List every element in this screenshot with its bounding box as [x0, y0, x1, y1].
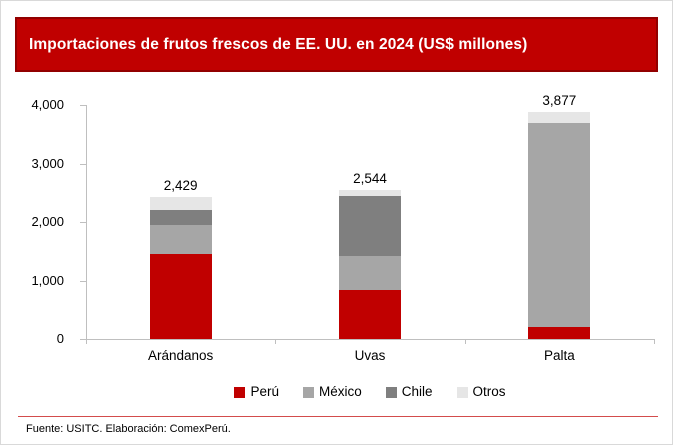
bar-segment-peru [149, 254, 212, 339]
y-axis-tick [80, 339, 86, 340]
bar-arandanos [149, 196, 212, 339]
bar-uvas [339, 190, 401, 339]
bar-segment-chile [339, 195, 401, 257]
category-label: Uvas [354, 348, 386, 363]
legend-swatch-otros [456, 386, 468, 398]
legend-swatch-peru [234, 386, 246, 398]
x-axis-tick [275, 339, 277, 344]
legend-item-otros: Otros [456, 384, 506, 400]
bar-segment-mexico [528, 123, 591, 328]
legend-swatch-chile [385, 386, 397, 398]
y-axis-tick [80, 280, 86, 282]
y-axis-tick [80, 222, 86, 223]
legend-label-otros: Otros [472, 384, 506, 399]
y-axis-tick [80, 105, 86, 106]
legend-swatch-mexico [302, 386, 314, 398]
x-axis-tick [464, 339, 466, 344]
bar-palta [528, 112, 591, 339]
x-axis-tick [654, 339, 655, 344]
chart-title: Importaciones de frutos frescos de EE. U… [29, 35, 528, 53]
y-axis-line [86, 105, 87, 339]
legend-label-peru: Perú [250, 384, 279, 399]
x-axis-line [86, 339, 655, 340]
legend-label-chile: Chile [401, 384, 433, 399]
legend-item-mexico: México [302, 384, 362, 400]
legend-label-mexico: México [318, 384, 362, 399]
legend: Perú México Chile Otros [86, 383, 654, 401]
y-axis-label: 4,000 [31, 97, 64, 112]
footer-divider [18, 416, 658, 417]
chart-title-banner: Importaciones de frutos frescos de EE. U… [15, 17, 658, 72]
bar-segment-otros [339, 190, 401, 196]
bar-segment-mexico [339, 256, 401, 290]
x-axis-tick [86, 339, 87, 344]
bar-segment-peru [339, 289, 401, 339]
bar-segment-otros [149, 196, 212, 211]
y-axis-label: 3,000 [31, 155, 64, 171]
y-axis-label: 0 [56, 331, 64, 346]
footer-source: Fuente: USITC. Elaboración: ComexPerú. [26, 423, 231, 435]
category-label: Arándanos [148, 348, 214, 363]
bar-segment-peru [528, 327, 591, 339]
bar-segment-chile [149, 210, 212, 226]
y-axis-tick [80, 163, 86, 165]
legend-item-chile: Chile [385, 384, 433, 400]
bar-segment-otros [528, 112, 591, 124]
category-label: Palta [543, 348, 575, 363]
bar-value-label: 3,877 [542, 93, 577, 109]
legend-item-peru: Perú [234, 384, 279, 400]
bar-segment-mexico [149, 225, 212, 255]
bar-value-label: 2,544 [353, 171, 387, 187]
y-axis-label: 1,000 [31, 272, 64, 288]
bar-value-label: 2,429 [163, 177, 198, 193]
y-axis-label: 2,000 [31, 214, 64, 229]
